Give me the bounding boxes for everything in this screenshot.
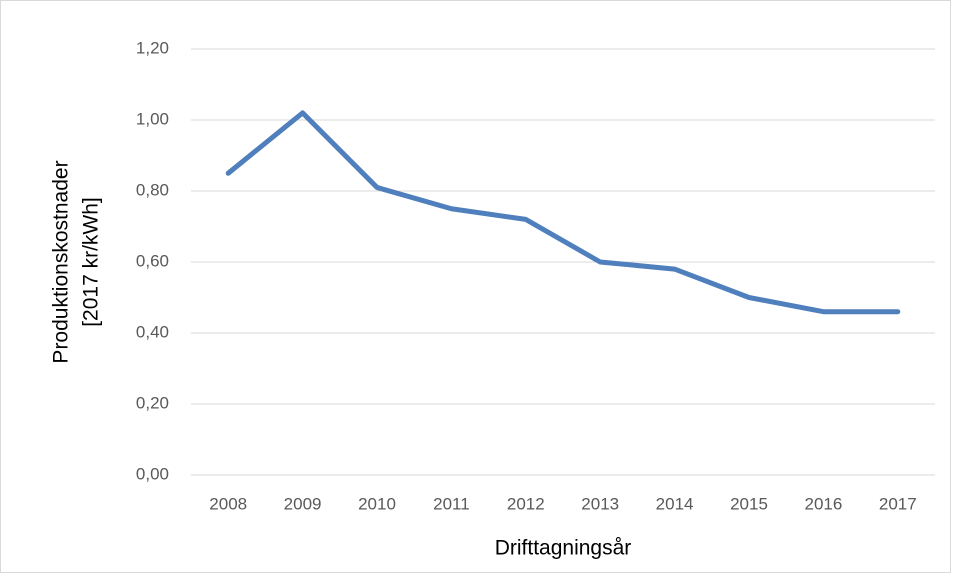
x-tick-label: 2013 — [581, 494, 619, 513]
y-tick-label: 1,20 — [136, 38, 169, 57]
y-tick-label: 0,80 — [136, 180, 169, 199]
y-tick-label: 0,20 — [136, 393, 169, 412]
x-tick-label: 2015 — [730, 494, 768, 513]
x-axis-title: Drifttagningsår — [495, 537, 632, 560]
y-axis-title: Produktionskostnader — [50, 160, 73, 363]
x-tick-label: 2008 — [209, 494, 247, 513]
line — [225, 110, 901, 315]
y-tick-label: 1,00 — [136, 109, 169, 128]
x-tick-label: 2014 — [656, 494, 694, 513]
x-tick-label: 2012 — [507, 494, 545, 513]
y-tick-label: 0,60 — [136, 251, 169, 270]
y-tick-label: 0,00 — [136, 464, 169, 483]
x-tick-label: 2016 — [804, 494, 842, 513]
y-tick-label: 0,40 — [136, 322, 169, 341]
x-tick-label: 2009 — [284, 494, 322, 513]
x-tick-label: 2011 — [433, 494, 470, 513]
y-axis-title: [2017 kr/kWh] — [80, 197, 103, 327]
x-tick-label: 2010 — [358, 494, 396, 513]
x-tick-label: 2017 — [879, 494, 917, 513]
